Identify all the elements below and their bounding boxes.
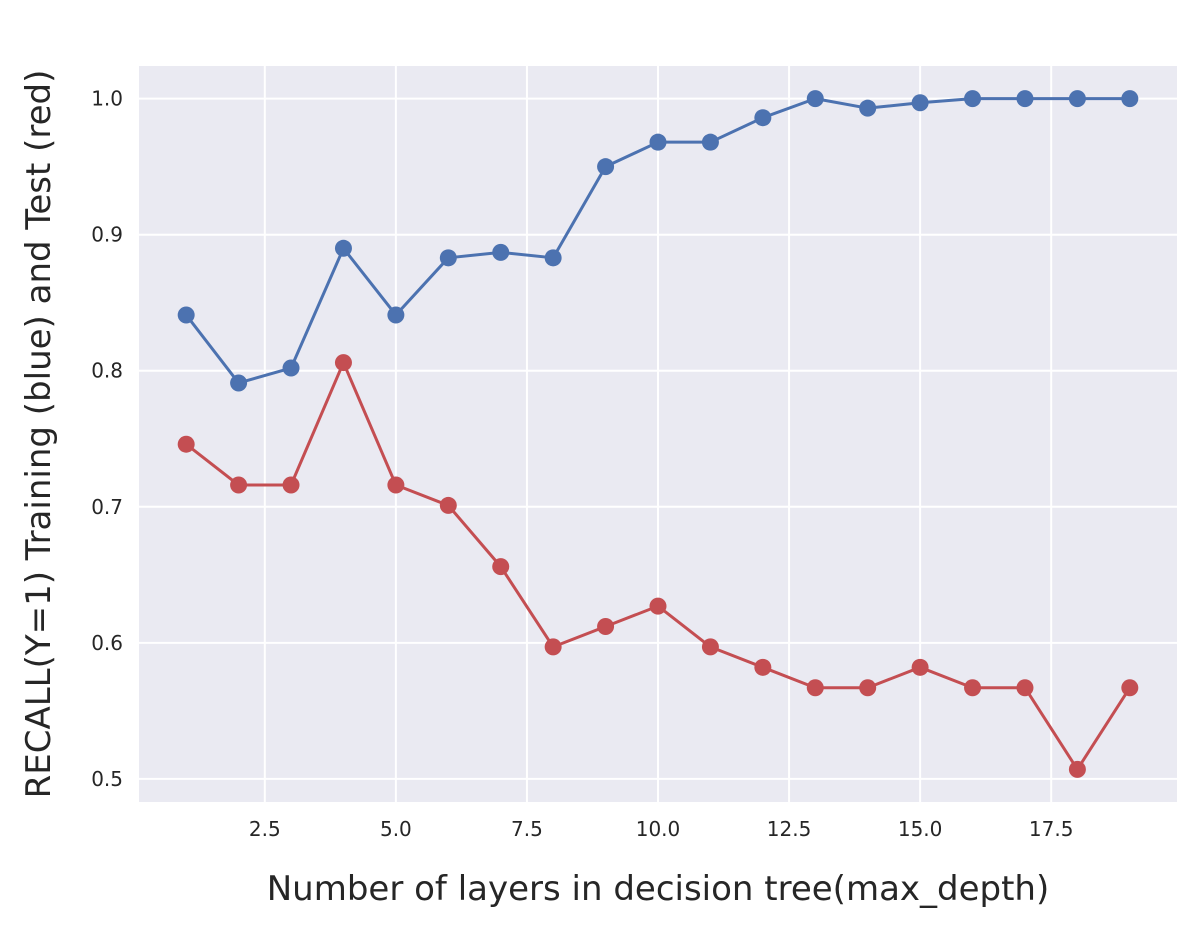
y-tick-label: 0.5 xyxy=(91,767,123,791)
data-point xyxy=(544,249,562,267)
series-group xyxy=(177,90,1139,778)
data-point xyxy=(806,90,824,108)
data-point xyxy=(701,638,719,656)
data-point xyxy=(492,558,510,576)
data-point xyxy=(544,638,562,656)
data-point xyxy=(649,133,667,151)
grid xyxy=(139,66,1177,802)
data-point xyxy=(1121,90,1139,108)
series-1 xyxy=(177,90,1139,392)
data-point xyxy=(701,133,719,151)
data-point xyxy=(492,243,510,261)
x-tick-label: 12.5 xyxy=(767,817,812,841)
data-point xyxy=(387,306,405,324)
data-point xyxy=(911,94,929,112)
y-tick-label: 0.6 xyxy=(91,631,123,655)
data-point xyxy=(282,476,300,494)
data-point xyxy=(964,90,982,108)
data-point xyxy=(387,476,405,494)
data-point xyxy=(1121,679,1139,697)
y-tick-label: 0.9 xyxy=(91,223,123,247)
x-tick-label: 7.5 xyxy=(511,817,543,841)
data-point xyxy=(1016,90,1034,108)
data-point xyxy=(334,239,352,257)
data-point xyxy=(1068,90,1086,108)
data-point xyxy=(1016,679,1034,697)
data-point xyxy=(334,354,352,372)
x-axis-label: Number of layers in decision tree(max_de… xyxy=(267,869,1050,909)
data-point xyxy=(806,679,824,697)
data-point xyxy=(177,306,195,324)
data-point xyxy=(282,359,300,377)
data-point xyxy=(177,435,195,453)
data-point xyxy=(597,158,615,176)
y-tick-label: 0.8 xyxy=(91,359,123,383)
x-tick-label: 5.0 xyxy=(380,817,412,841)
series-2 xyxy=(177,354,1139,778)
data-point xyxy=(230,374,248,392)
data-point xyxy=(439,496,457,514)
data-point xyxy=(649,597,667,615)
y-tick-label: 0.7 xyxy=(91,495,123,519)
y-axis-label: RECALL(Y=1) Training (blue) and Test (re… xyxy=(19,70,59,799)
data-point xyxy=(1068,760,1086,778)
data-point xyxy=(964,679,982,697)
x-tick-label: 15.0 xyxy=(898,817,943,841)
data-point xyxy=(911,658,929,676)
x-tick-label: 2.5 xyxy=(249,817,281,841)
y-tick-label: 1.0 xyxy=(91,87,123,111)
data-point xyxy=(754,658,772,676)
x-tick-label: 10.0 xyxy=(636,817,681,841)
data-point xyxy=(859,679,877,697)
data-point xyxy=(597,618,615,636)
data-point xyxy=(230,476,248,494)
data-point xyxy=(859,99,877,117)
data-point xyxy=(754,109,772,127)
data-point xyxy=(439,249,457,267)
tick-labels: 2.5 5.0 7.5 10.0 12.5 15.0 17.5 0.5 0.6 0.7 0.8 0.9… xyxy=(91,87,1073,841)
x-tick-label: 17.5 xyxy=(1029,817,1074,841)
